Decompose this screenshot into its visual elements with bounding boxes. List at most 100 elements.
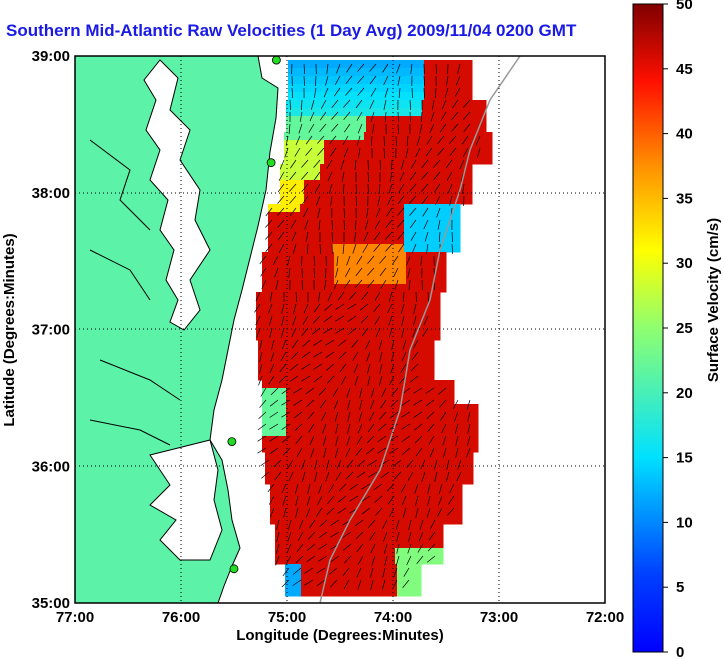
velocity-cell <box>320 300 329 309</box>
velocity-cell <box>374 484 383 493</box>
velocity-cell <box>414 116 423 125</box>
velocity-vector <box>406 255 411 266</box>
velocity-vector <box>370 387 375 398</box>
velocity-vector <box>319 123 327 132</box>
velocity-cell <box>384 196 393 205</box>
velocity-cell <box>288 188 297 197</box>
velocity-cell <box>294 268 303 277</box>
velocity-cell <box>301 588 310 597</box>
velocity-vector <box>345 447 351 458</box>
velocity-cell <box>360 324 369 333</box>
velocity-cell <box>384 172 393 181</box>
velocity-cell <box>318 436 327 445</box>
velocity-cell <box>312 332 321 341</box>
velocity-cell <box>349 580 358 589</box>
velocity-cell <box>302 404 311 413</box>
velocity-cell <box>353 452 362 461</box>
velocity-cell <box>294 420 303 429</box>
velocity-cell <box>334 404 343 413</box>
velocity-vector <box>439 399 447 408</box>
velocity-cell <box>412 236 421 245</box>
velocity-cell <box>299 540 308 549</box>
velocity-vector <box>275 279 279 290</box>
velocity-cell <box>392 60 401 69</box>
velocity-cell <box>460 140 469 149</box>
velocity-cell <box>408 188 417 197</box>
velocity-cell <box>328 324 337 333</box>
velocity-cell <box>381 588 390 597</box>
velocity-cell <box>432 292 441 301</box>
velocity-cell <box>398 420 407 429</box>
velocity-cell <box>452 244 461 253</box>
colorbar-tick-label: 50 <box>676 0 693 13</box>
velocity-vector <box>373 303 381 312</box>
velocity-vector <box>324 303 333 311</box>
velocity-cell <box>414 484 423 493</box>
velocity-cell <box>422 388 431 397</box>
velocity-cell <box>272 316 281 325</box>
velocity-cell <box>433 452 442 461</box>
velocity-cell <box>310 428 319 437</box>
velocity-cell <box>329 460 338 469</box>
velocity-vector <box>317 135 325 144</box>
velocity-cell <box>298 340 307 349</box>
velocity-cell <box>454 100 463 109</box>
velocity-cell <box>342 508 351 517</box>
velocity-cell <box>381 572 390 581</box>
velocity-cell <box>433 460 442 469</box>
velocity-cell <box>309 588 318 597</box>
velocity-vector <box>298 123 303 134</box>
velocity-vector <box>356 255 363 265</box>
velocity-cell <box>275 532 284 541</box>
velocity-cell <box>440 164 449 173</box>
velocity-cell <box>476 140 485 149</box>
velocity-vector <box>259 399 267 408</box>
velocity-cell <box>302 276 311 285</box>
velocity-cell <box>270 380 279 389</box>
velocity-vector <box>338 483 347 492</box>
velocity-vector <box>347 423 351 434</box>
velocity-vector <box>393 567 398 578</box>
velocity-vector <box>289 375 299 382</box>
velocity-cell <box>374 516 383 525</box>
velocity-cell <box>470 124 479 133</box>
velocity-vector <box>260 387 267 397</box>
velocity-cell <box>304 172 313 181</box>
x-tick-labels: 77:00 76:00 75:00 74:00 73:00 72:00 <box>56 609 624 626</box>
velocity-vector <box>351 339 359 348</box>
velocity-cell <box>347 548 356 557</box>
velocity-cell <box>288 68 297 77</box>
colorbar-tick-label: 30 <box>676 255 693 272</box>
velocity-cell <box>374 268 383 277</box>
velocity-vector <box>402 579 410 588</box>
velocity-cell <box>344 324 353 333</box>
velocity-cell <box>392 308 401 317</box>
velocity-cell <box>382 260 391 269</box>
velocity-cell <box>360 188 369 197</box>
velocity-cell <box>414 276 423 285</box>
velocity-cell <box>462 116 471 125</box>
velocity-cell <box>452 140 461 149</box>
velocity-cell <box>293 564 302 573</box>
velocity-vector <box>477 147 481 158</box>
velocity-cell <box>438 500 447 509</box>
velocity-vector <box>299 111 303 122</box>
velocity-cell <box>358 124 367 133</box>
station-marker <box>266 158 276 168</box>
velocity-cell <box>281 476 290 485</box>
velocity-cell <box>310 396 319 405</box>
velocity-cell <box>358 268 367 277</box>
velocity-vector <box>406 555 412 566</box>
velocity-cell <box>310 404 319 413</box>
velocity-cell <box>288 292 297 301</box>
velocity-cell <box>326 492 335 501</box>
velocity-vector <box>317 147 325 156</box>
velocity-cell <box>446 404 455 413</box>
velocity-cell <box>422 268 431 277</box>
velocity-cell <box>424 196 433 205</box>
velocity-cell <box>356 228 365 237</box>
velocity-cell <box>264 292 273 301</box>
colorbar-tick-label: 35 <box>676 190 693 207</box>
velocity-vector <box>409 183 417 192</box>
velocity-vector <box>435 63 438 75</box>
